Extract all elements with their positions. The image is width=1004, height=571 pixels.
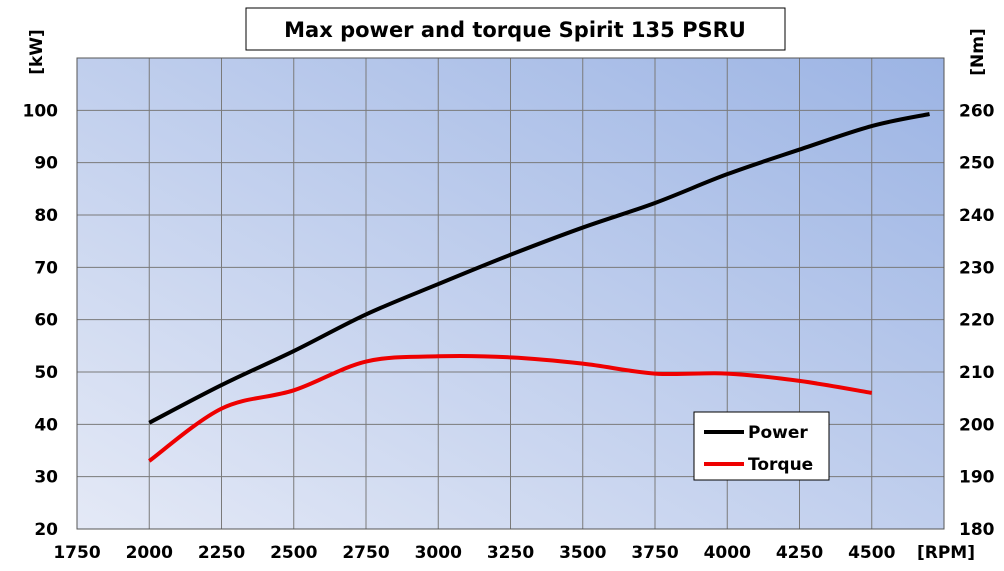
y2-tick-label: 220 <box>959 311 995 331</box>
x-tick-label: 2000 <box>126 543 173 563</box>
x-axis-ticks: 1750 2000 2250 2500 2750 3000 3250 3500 3750 4000… <box>53 543 895 563</box>
y2-tick-label: 200 <box>959 415 995 435</box>
x-tick-label: 3250 <box>487 543 534 563</box>
x-tick-label: 4000 <box>704 543 751 563</box>
y2-tick-label: 240 <box>959 206 995 226</box>
series-line-power <box>148 112 930 425</box>
x-tick-label: 4250 <box>776 543 823 563</box>
x-tick-label: 1750 <box>53 543 100 563</box>
chart-title: Max power and torque Spirit 135 PSRU <box>284 18 746 42</box>
y-tick-label: 40 <box>34 415 58 435</box>
legend: Power Torque <box>693 411 830 481</box>
x-tick-label: 2750 <box>342 543 389 563</box>
y-axis-unit: [kW] <box>27 29 47 75</box>
y2-axis-ticks: 180 190 200 210 220 230 240 250 260 <box>959 101 995 540</box>
y2-tick-label: 230 <box>959 258 995 278</box>
y2-tick-label: 260 <box>959 101 995 121</box>
legend-box <box>693 411 830 481</box>
x-tick-label: 2500 <box>270 543 317 563</box>
y-tick-label: 80 <box>34 206 58 226</box>
y2-tick-label: 180 <box>959 520 995 540</box>
y2-tick-label: 210 <box>959 363 995 383</box>
series-lines <box>148 112 930 463</box>
y-tick-label: 30 <box>34 468 58 488</box>
x-tick-label: 3500 <box>559 543 606 563</box>
y-axis-ticks: 20 30 40 50 60 70 80 90 100 <box>23 101 59 540</box>
legend-label-torque: Torque <box>748 455 813 475</box>
x-tick-label: 3750 <box>631 543 678 563</box>
x-tick-label: 4500 <box>848 543 895 563</box>
y2-tick-label: 190 <box>959 468 995 488</box>
y-tick-label: 100 <box>23 101 59 121</box>
y-tick-label: 90 <box>34 154 58 174</box>
plot-border <box>76 57 945 530</box>
y-tick-label: 60 <box>34 311 58 331</box>
x-axis-unit: [RPM] <box>917 543 975 563</box>
series-line-torque <box>148 353 873 463</box>
grid <box>77 58 944 529</box>
x-tick-label: 3000 <box>415 543 462 563</box>
legend-label-power: Power <box>748 423 808 443</box>
chart-title-box <box>245 7 786 51</box>
y2-tick-label: 250 <box>959 154 995 174</box>
y-tick-label: 50 <box>34 363 58 383</box>
y-tick-label: 20 <box>34 520 58 540</box>
y2-axis-unit: [Nm] <box>968 28 988 75</box>
y-tick-label: 70 <box>34 258 58 278</box>
x-tick-label: 2250 <box>198 543 245 563</box>
